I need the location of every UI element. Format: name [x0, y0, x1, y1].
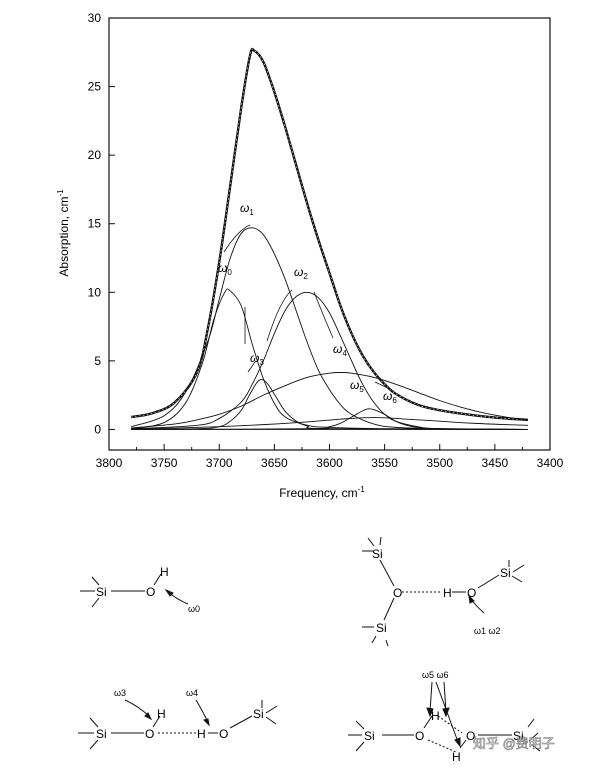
axis-ticks — [108, 17, 551, 450]
o-atom: O — [466, 729, 475, 743]
tick-labels: 3800 3750 3700 3650 3600 3550 3500 3450 3400 0 5 10… — [88, 11, 564, 470]
h-atom: H — [157, 707, 166, 721]
o-atom: O — [393, 586, 402, 600]
peak-label-w2: ω2 — [294, 265, 308, 281]
series-line-w0 — [130, 288, 528, 430]
o-atom: O — [467, 586, 476, 600]
x-axis-title: Frequency, cm-1 — [279, 485, 365, 500]
y-axis-title: Absorption, cm-1 — [56, 189, 71, 277]
peak-label-w5: ω5 — [350, 378, 364, 394]
series-line-w5 — [131, 408, 528, 430]
structure-bifurcated — [348, 681, 541, 753]
watermark: 知乎 @费明子 — [473, 736, 555, 751]
y-tick-label: 5 — [94, 354, 101, 368]
series-line-w6 — [131, 417, 528, 430]
y-tick-label: 25 — [88, 80, 102, 94]
peak-leader-line — [313, 291, 334, 339]
h-atom: H — [197, 727, 206, 741]
o-atom: O — [146, 585, 155, 599]
x-tick-label: 3400 — [537, 456, 564, 470]
x-tick-label: 3700 — [206, 456, 233, 470]
label-w0: ω0 — [188, 604, 200, 614]
h-atom: H — [431, 709, 440, 723]
si-atom: Si — [96, 585, 107, 599]
structure-hbond-pair — [362, 536, 525, 647]
structure-hbond-chain — [78, 699, 278, 750]
peak-label-w3: ω3 — [250, 351, 264, 367]
y-tick-label: 0 — [94, 422, 101, 436]
si-atom: Si — [500, 566, 511, 580]
x-tick-label: 3450 — [482, 456, 509, 470]
series-line-total — [130, 47, 529, 422]
peak-label-w1: ω1 — [240, 201, 254, 217]
x-tick-label: 3500 — [426, 456, 453, 470]
h-atom: H — [160, 565, 169, 579]
peak-labels: ω0 ω1 ω2 ω3 ω4 ω5 ω6 — [218, 201, 397, 405]
series-line-fit — [130, 48, 528, 421]
si-atom: Si — [253, 707, 264, 721]
x-tick-label: 3650 — [261, 456, 288, 470]
x-tick-label: 3550 — [371, 456, 398, 470]
x-tick-label: 3600 — [316, 456, 343, 470]
x-tick-label: 3800 — [96, 456, 123, 470]
si-atom: Si — [376, 621, 387, 635]
peak-leader-line — [266, 289, 293, 342]
series-line-w1 — [130, 227, 528, 430]
label-w5-w6: ω5 ω6 — [422, 670, 449, 680]
h-atom: H — [452, 750, 461, 764]
si-atom: Si — [96, 727, 107, 741]
peak-leader-line — [223, 224, 251, 253]
x-tick-label: 3750 — [151, 456, 178, 470]
peak-label-w4: ω4 — [333, 342, 347, 358]
series-line-w4 — [131, 372, 529, 429]
peak-leader-line — [247, 361, 256, 373]
peak-label-w6: ω6 — [383, 389, 397, 405]
o-atom: O — [219, 727, 228, 741]
plot-frame — [108, 17, 551, 451]
si-atom: Si — [364, 729, 375, 743]
si-atom: Si — [513, 729, 524, 743]
peak-leader-line — [374, 381, 393, 391]
label-w3: ω3 — [114, 688, 126, 698]
y-tick-label: 20 — [88, 148, 102, 162]
si-atom: Si — [372, 547, 383, 561]
series-line-w3 — [131, 379, 528, 430]
o-atom: O — [145, 727, 154, 741]
label-w1-w2: ω1 ω2 — [474, 626, 501, 636]
y-tick-label: 30 — [88, 11, 102, 25]
plot-curves — [130, 47, 529, 430]
o-atom: O — [415, 729, 424, 743]
peak-label-w0: ω0 — [218, 261, 232, 277]
h-atom: H — [443, 586, 452, 600]
y-tick-label: 15 — [88, 217, 102, 231]
structure-isolated-silanol — [80, 573, 189, 608]
label-w4: ω4 — [186, 688, 198, 698]
y-tick-label: 10 — [88, 285, 102, 299]
